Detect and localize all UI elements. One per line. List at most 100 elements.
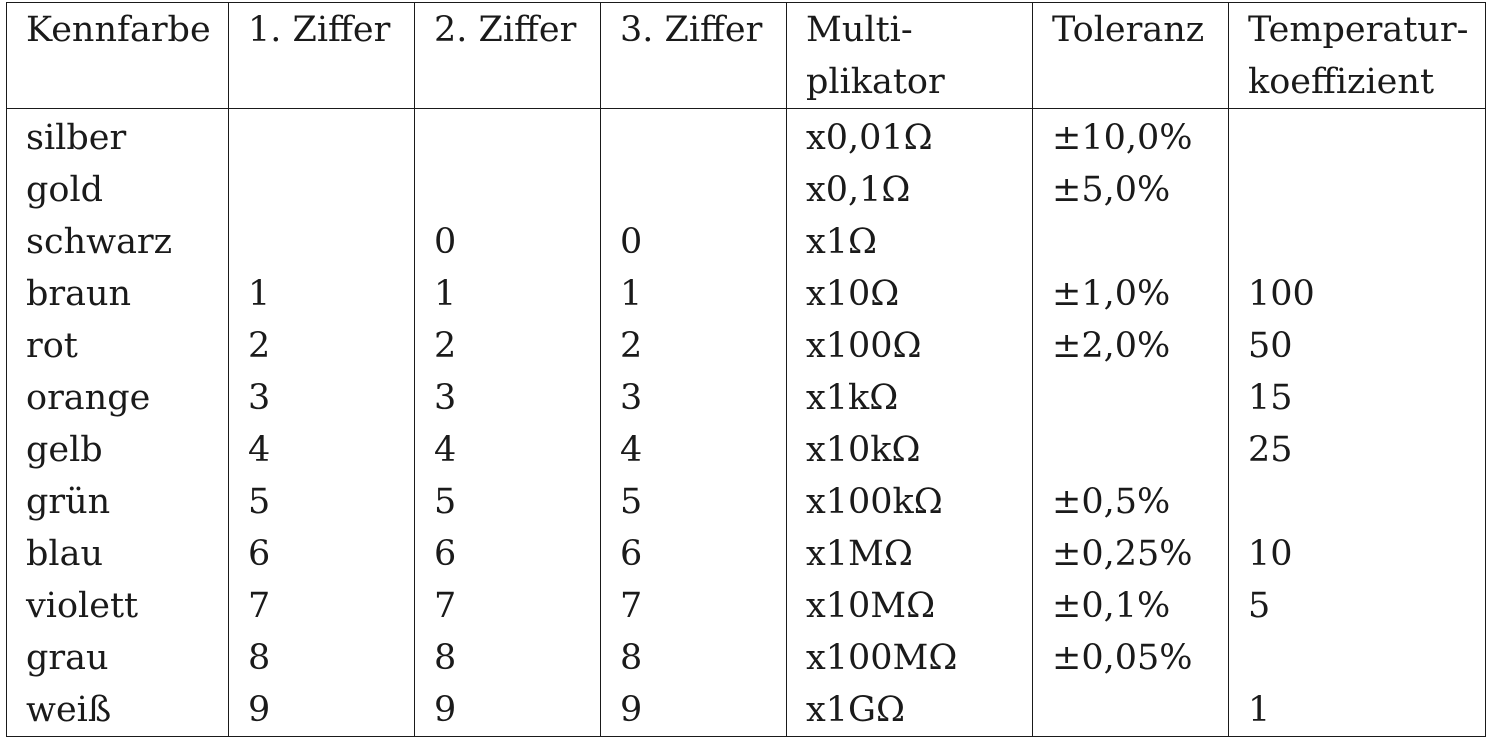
cell-ziffer-2: 7 [414,580,601,632]
cell-multiplikator: x0,01Ω [786,108,1033,164]
column-header-toleranz: Toleranz [1032,2,1229,109]
cell-ziffer-3: 2 [600,320,787,372]
cell-kennfarbe: braun [6,268,229,320]
cell-ziffer-3: 1 [600,268,787,320]
cell-temperaturkoeffizient [1228,632,1486,684]
cell-ziffer-1: 1 [228,268,415,320]
cell-toleranz: ±0,25% [1032,528,1229,580]
table-row: orange 3 3 3 x1kΩ 15 [6,372,1486,424]
table-row: grün 5 5 5 x100kΩ ±0,5% [6,476,1486,528]
cell-kennfarbe: rot [6,320,229,372]
table-row: silber x0,01Ω ±10,0% [6,108,1486,164]
cell-multiplikator: x100MΩ [786,632,1033,684]
column-header-line: 3. Ziffer [620,10,763,50]
table-row: blau 6 6 6 x1MΩ ±0,25% 10 [6,528,1486,580]
cell-ziffer-3 [600,164,787,216]
cell-multiplikator: x1kΩ [786,372,1033,424]
column-header-ziffer-2: 2. Ziffer [414,2,601,109]
cell-ziffer-2: 9 [414,684,601,737]
cell-ziffer-3: 3 [600,372,787,424]
column-header-line: koeffizient [1248,62,1435,102]
cell-kennfarbe: weiß [6,684,229,737]
column-header-multiplikator: Multi-plikator [786,2,1033,109]
column-header-line: 2. Ziffer [434,10,577,50]
table-row: gold x0,1Ω ±5,0% [6,164,1486,216]
cell-temperaturkoeffizient: 50 [1228,320,1486,372]
cell-multiplikator: x1Ω [786,216,1033,268]
cell-kennfarbe: silber [6,108,229,164]
cell-ziffer-1 [228,108,415,164]
table-row: braun 1 1 1 x10Ω ±1,0% 100 [6,268,1486,320]
cell-ziffer-3: 7 [600,580,787,632]
cell-kennfarbe: grau [6,632,229,684]
column-header-ziffer-3: 3. Ziffer [600,2,787,109]
cell-kennfarbe: violett [6,580,229,632]
cell-multiplikator: x1GΩ [786,684,1033,737]
cell-ziffer-1: 6 [228,528,415,580]
cell-ziffer-1: 9 [228,684,415,737]
cell-multiplikator: x10Ω [786,268,1033,320]
cell-ziffer-1: 3 [228,372,415,424]
cell-temperaturkoeffizient [1228,164,1486,216]
cell-toleranz: ±0,1% [1032,580,1229,632]
column-header-line: Multi- [806,10,913,50]
cell-ziffer-2: 2 [414,320,601,372]
cell-multiplikator: x10kΩ [786,424,1033,476]
cell-ziffer-2: 4 [414,424,601,476]
cell-temperaturkoeffizient: 1 [1228,684,1486,737]
cell-temperaturkoeffizient: 25 [1228,424,1486,476]
cell-ziffer-1: 7 [228,580,415,632]
cell-temperaturkoeffizient [1228,216,1486,268]
cell-ziffer-2: 8 [414,632,601,684]
cell-ziffer-3: 5 [600,476,787,528]
table-row: violett 7 7 7 x10MΩ ±0,1% 5 [6,580,1486,632]
cell-ziffer-1: 4 [228,424,415,476]
cell-ziffer-2: 3 [414,372,601,424]
cell-toleranz: ±0,5% [1032,476,1229,528]
cell-kennfarbe: schwarz [6,216,229,268]
table-row: rot 2 2 2 x100Ω ±2,0% 50 [6,320,1486,372]
column-header-kennfarbe: Kennfarbe [6,2,229,109]
column-header-line: Toleranz [1052,10,1205,50]
cell-ziffer-3: 4 [600,424,787,476]
cell-kennfarbe: gold [6,164,229,216]
cell-ziffer-1: 5 [228,476,415,528]
cell-toleranz [1032,424,1229,476]
cell-kennfarbe: grün [6,476,229,528]
cell-ziffer-3 [600,108,787,164]
table-header: Kennfarbe 1. Ziffer 2. Ziffer 3. Ziffer Mult… [6,2,1486,109]
cell-ziffer-3: 0 [600,216,787,268]
cell-ziffer-1 [228,216,415,268]
cell-temperaturkoeffizient [1228,476,1486,528]
table-body: silber x0,01Ω ±10,0% gold x0,1Ω ±5,0% schwarz 0… [6,108,1486,737]
cell-ziffer-2 [414,164,601,216]
cell-ziffer-3: 6 [600,528,787,580]
table-row: weiß 9 9 9 x1GΩ 1 [6,684,1486,737]
cell-ziffer-2 [414,108,601,164]
table-row: grau 8 8 8 x100MΩ ±0,05% [6,632,1486,684]
table-row: gelb 4 4 4 x10kΩ 25 [6,424,1486,476]
cell-temperaturkoeffizient: 10 [1228,528,1486,580]
cell-temperaturkoeffizient [1228,108,1486,164]
cell-toleranz: ±2,0% [1032,320,1229,372]
cell-ziffer-1 [228,164,415,216]
cell-multiplikator: x10MΩ [786,580,1033,632]
cell-multiplikator: x1MΩ [786,528,1033,580]
cell-temperaturkoeffizient: 15 [1228,372,1486,424]
resistor-color-code-table: Kennfarbe 1. Ziffer 2. Ziffer 3. Ziffer Mult… [6,2,1486,737]
cell-temperaturkoeffizient: 5 [1228,580,1486,632]
cell-kennfarbe: blau [6,528,229,580]
cell-ziffer-3: 8 [600,632,787,684]
cell-toleranz [1032,216,1229,268]
cell-toleranz [1032,372,1229,424]
header-row: Kennfarbe 1. Ziffer 2. Ziffer 3. Ziffer Mult… [6,2,1486,109]
cell-kennfarbe: gelb [6,424,229,476]
cell-ziffer-2: 0 [414,216,601,268]
cell-ziffer-3: 9 [600,684,787,737]
cell-toleranz: ±1,0% [1032,268,1229,320]
cell-ziffer-1: 2 [228,320,415,372]
column-header-line: plikator [806,62,945,102]
column-header-temperaturkoeffizient: Temperatur-koeffizient [1228,2,1486,109]
cell-temperaturkoeffizient: 100 [1228,268,1486,320]
cell-ziffer-2: 5 [414,476,601,528]
